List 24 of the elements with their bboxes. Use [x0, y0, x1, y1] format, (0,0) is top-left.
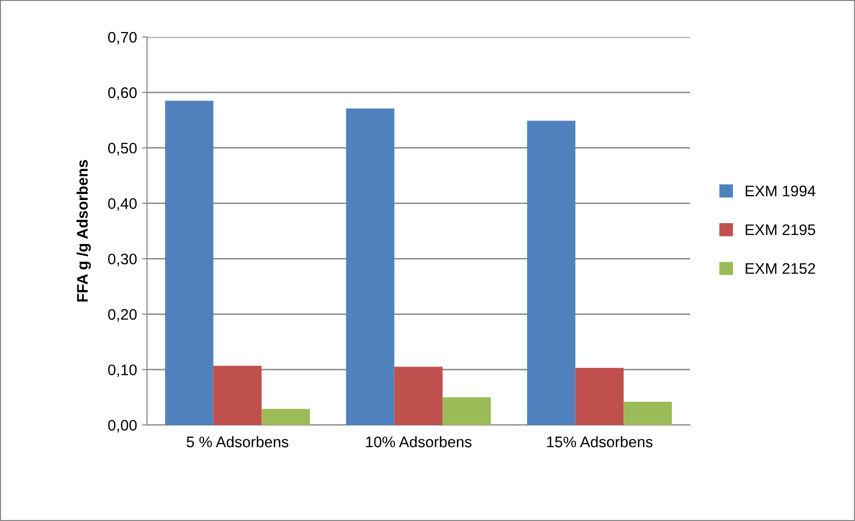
y-tick-label: 0,20 [108, 309, 137, 322]
y-tick-label: 0,70 [108, 32, 137, 44]
bar [346, 108, 394, 425]
bar [527, 120, 576, 425]
y-axis-title: FFA g /g Adsorbens [76, 160, 91, 302]
bar [262, 408, 310, 425]
bar [624, 402, 672, 425]
y-tick-label: 0,10 [108, 364, 137, 378]
y-tick-label: 0,50 [108, 142, 137, 156]
x-tick-label: 10% Adsorbens [366, 436, 472, 448]
y-tick-label: 0,60 [108, 87, 137, 100]
legend-label: EXM 2152 [746, 263, 816, 274]
bar [213, 366, 262, 425]
legend-label: EXM 2195 [746, 224, 816, 236]
bar [575, 368, 624, 425]
bar [394, 366, 443, 425]
y-tick-label: 0,30 [108, 254, 137, 266]
bar [165, 100, 214, 425]
x-tick-label: 5 % Adsorbens [186, 436, 288, 448]
y-tick-label: 0,00 [108, 420, 137, 432]
legend-label: EXM 1994 [746, 186, 816, 196]
bar [442, 397, 491, 425]
y-tick-label: 0,40 [108, 198, 137, 211]
x-tick-label: 15% Adsorbens [547, 436, 652, 448]
